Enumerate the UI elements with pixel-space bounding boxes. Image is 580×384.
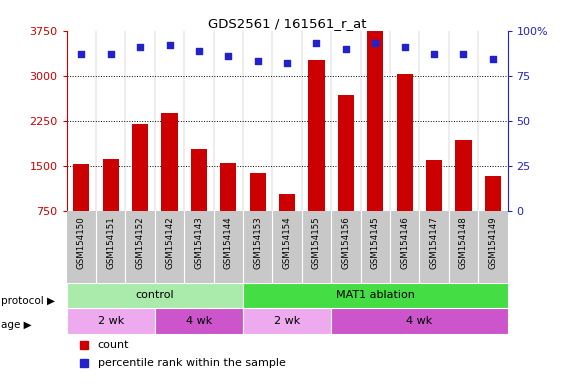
Text: age ▶: age ▶	[1, 320, 32, 330]
Text: GSM154151: GSM154151	[106, 216, 115, 269]
Bar	[338, 95, 354, 256]
Text: GSM154156: GSM154156	[342, 216, 350, 269]
Point	[341, 46, 350, 52]
Bar	[243, 308, 331, 334]
Text: GSM154150: GSM154150	[77, 216, 86, 269]
Point	[194, 48, 204, 54]
Bar	[331, 308, 508, 334]
Point	[429, 51, 438, 57]
Bar	[243, 283, 508, 308]
Text: 2 wk: 2 wk	[97, 316, 124, 326]
Bar	[103, 159, 119, 256]
Bar	[426, 160, 442, 256]
Bar	[67, 308, 155, 334]
Bar	[155, 308, 243, 334]
Title: GDS2561 / 161561_r_at: GDS2561 / 161561_r_at	[208, 17, 367, 30]
Text: GSM154146: GSM154146	[400, 216, 409, 269]
Bar	[67, 283, 243, 308]
Bar	[397, 74, 413, 256]
Bar	[309, 60, 325, 256]
Text: GSM154149: GSM154149	[488, 216, 497, 269]
Point	[400, 44, 409, 50]
Bar	[161, 113, 177, 256]
Text: GSM154155: GSM154155	[312, 216, 321, 269]
Text: GSM154142: GSM154142	[165, 216, 174, 269]
Point	[312, 40, 321, 46]
Bar	[73, 164, 89, 256]
Text: count: count	[97, 340, 129, 350]
Point	[488, 56, 498, 63]
Bar	[367, 31, 383, 256]
Bar	[249, 173, 266, 256]
Text: percentile rank within the sample: percentile rank within the sample	[97, 358, 285, 368]
Text: control: control	[136, 290, 174, 300]
Point	[136, 44, 145, 50]
Point	[282, 60, 292, 66]
Point	[106, 51, 115, 57]
Point	[459, 51, 468, 57]
Text: GSM154144: GSM154144	[224, 216, 233, 269]
Bar	[132, 124, 148, 256]
Bar	[279, 194, 295, 256]
Text: 2 wk: 2 wk	[274, 316, 300, 326]
Text: GSM154153: GSM154153	[253, 216, 262, 269]
Point	[77, 51, 86, 57]
Text: protocol ▶: protocol ▶	[1, 296, 55, 306]
Bar	[455, 141, 472, 256]
Point	[371, 40, 380, 46]
Point	[165, 42, 174, 48]
Bar	[191, 149, 207, 256]
Text: GSM154145: GSM154145	[371, 216, 380, 269]
Text: MAT1 ablation: MAT1 ablation	[336, 290, 415, 300]
Bar	[220, 163, 237, 256]
Point	[253, 58, 262, 65]
Text: GSM154154: GSM154154	[282, 216, 292, 269]
Text: GSM154152: GSM154152	[136, 216, 144, 269]
Text: 4 wk: 4 wk	[186, 316, 212, 326]
Text: 4 wk: 4 wk	[406, 316, 433, 326]
Text: GSM154148: GSM154148	[459, 216, 468, 269]
Text: GSM154143: GSM154143	[194, 216, 204, 269]
Text: GSM154147: GSM154147	[430, 216, 438, 269]
Bar	[485, 176, 501, 256]
Point	[224, 53, 233, 59]
